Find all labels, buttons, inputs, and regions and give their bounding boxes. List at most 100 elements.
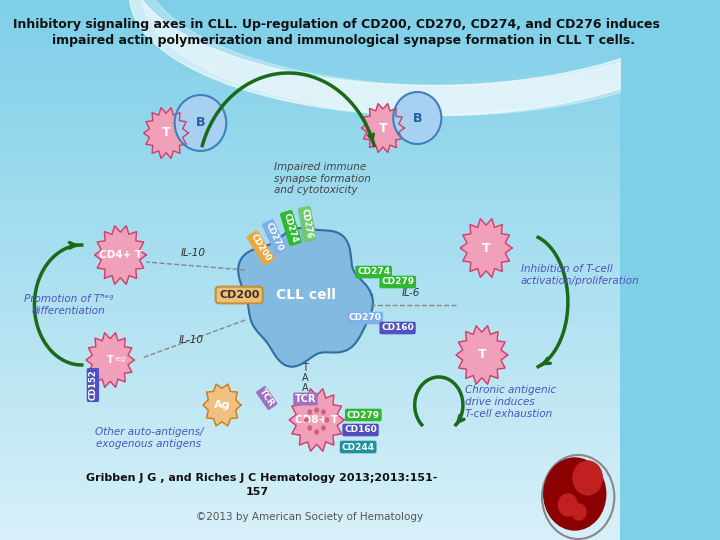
Text: 157: 157 xyxy=(246,487,269,497)
Text: A: A xyxy=(302,383,309,393)
Polygon shape xyxy=(361,104,405,152)
Bar xyxy=(0,205,619,216)
Text: CD8+ T: CD8+ T xyxy=(295,415,338,425)
Text: Promotion of Tᴿᵉᵍ
differentiation: Promotion of Tᴿᵉᵍ differentiation xyxy=(24,294,114,316)
Text: Inhibitory signaling axes in CLL. Up-regulation of CD​200, CD​270, CD​274, and C: Inhibitory signaling axes in CLL. Up-reg… xyxy=(13,18,660,31)
Text: CD160: CD160 xyxy=(344,426,377,435)
Bar xyxy=(0,0,619,11)
Text: CD274: CD274 xyxy=(282,212,300,244)
Bar xyxy=(0,324,619,335)
Bar xyxy=(0,270,619,281)
Bar xyxy=(0,486,619,497)
Text: CD200: CD200 xyxy=(219,290,259,300)
Circle shape xyxy=(315,430,318,434)
Polygon shape xyxy=(289,389,344,451)
Bar xyxy=(0,86,619,97)
Text: Gribben J G , and Riches J C Hematology 2013;2013:151-: Gribben J G , and Riches J C Hematology … xyxy=(86,473,438,483)
Polygon shape xyxy=(144,107,189,158)
Text: CD200: CD200 xyxy=(249,233,273,264)
Bar xyxy=(0,281,619,292)
Text: B: B xyxy=(196,117,205,130)
Text: CD279: CD279 xyxy=(347,410,380,420)
Polygon shape xyxy=(203,384,241,426)
Bar xyxy=(0,76,619,86)
Bar xyxy=(0,184,619,194)
Bar xyxy=(0,140,619,151)
Bar xyxy=(0,346,619,356)
Bar xyxy=(0,11,619,22)
Bar xyxy=(0,259,619,270)
Text: Inhibition of T-cell
activation/proliferation: Inhibition of T-cell activation/prolifer… xyxy=(521,264,639,286)
Bar xyxy=(0,238,619,248)
Text: ©2013 by American Society of Hematology: ©2013 by American Society of Hematology xyxy=(196,512,423,522)
Bar xyxy=(0,454,619,464)
Bar xyxy=(0,151,619,162)
Circle shape xyxy=(544,458,606,530)
Text: TCR: TCR xyxy=(257,387,276,409)
Text: CD152: CD152 xyxy=(89,369,97,400)
Text: T: T xyxy=(302,363,308,373)
Text: CD270: CD270 xyxy=(264,221,285,253)
Circle shape xyxy=(325,418,328,422)
Bar xyxy=(0,173,619,184)
Circle shape xyxy=(315,408,318,412)
Text: IL-6: IL-6 xyxy=(402,288,420,298)
Bar xyxy=(0,32,619,43)
Circle shape xyxy=(573,461,603,495)
Text: CD244: CD244 xyxy=(341,442,374,451)
Text: T: T xyxy=(477,348,486,361)
Bar xyxy=(0,432,619,443)
Polygon shape xyxy=(456,326,508,384)
Bar xyxy=(0,313,619,324)
Bar xyxy=(0,108,619,119)
Bar xyxy=(0,464,619,475)
Bar xyxy=(0,475,619,486)
Text: B: B xyxy=(413,111,422,125)
Bar xyxy=(0,216,619,227)
Polygon shape xyxy=(238,228,373,367)
Bar xyxy=(0,508,619,518)
Text: T: T xyxy=(162,126,171,139)
Bar xyxy=(0,248,619,259)
Polygon shape xyxy=(86,333,134,387)
Text: IL-10: IL-10 xyxy=(179,335,204,345)
Text: Other auto-antigens/
exogenous antigens: Other auto-antigens/ exogenous antigens xyxy=(94,427,203,449)
Circle shape xyxy=(308,410,312,414)
Text: T: T xyxy=(107,355,114,365)
Bar xyxy=(0,378,619,389)
Bar xyxy=(0,367,619,378)
Bar xyxy=(0,22,619,32)
Text: CD270: CD270 xyxy=(348,314,382,322)
Bar xyxy=(0,497,619,508)
Circle shape xyxy=(572,504,586,520)
Bar xyxy=(0,65,619,76)
Bar xyxy=(0,443,619,454)
Text: A: A xyxy=(302,373,309,383)
Bar xyxy=(0,292,619,302)
Text: impaired actin polymerization and immunological synapse formation in CLL T cells: impaired actin polymerization and immuno… xyxy=(52,34,634,47)
Text: TCR: TCR xyxy=(294,394,316,404)
Bar xyxy=(0,302,619,313)
Ellipse shape xyxy=(393,92,441,144)
Bar xyxy=(0,227,619,238)
Bar xyxy=(0,194,619,205)
Text: Ag: Ag xyxy=(214,400,230,410)
Bar xyxy=(0,335,619,346)
Circle shape xyxy=(305,418,308,422)
Text: Impaired immune
synapse formation
and cytotoxicity: Impaired immune synapse formation and cy… xyxy=(274,162,371,195)
Bar xyxy=(0,389,619,400)
Bar xyxy=(0,43,619,54)
Bar xyxy=(0,529,619,540)
Text: CD279: CD279 xyxy=(381,278,414,287)
Text: CD274: CD274 xyxy=(357,267,390,276)
Text: CD4+ T: CD4+ T xyxy=(99,250,142,260)
Text: CD276: CD276 xyxy=(300,208,314,240)
Circle shape xyxy=(559,494,577,516)
Text: T: T xyxy=(379,122,387,134)
Polygon shape xyxy=(94,226,146,284)
Text: IL-10: IL-10 xyxy=(181,248,206,258)
Text: T: T xyxy=(482,241,490,254)
Circle shape xyxy=(308,426,312,430)
Text: CLL cell: CLL cell xyxy=(276,288,336,302)
Circle shape xyxy=(322,410,325,414)
